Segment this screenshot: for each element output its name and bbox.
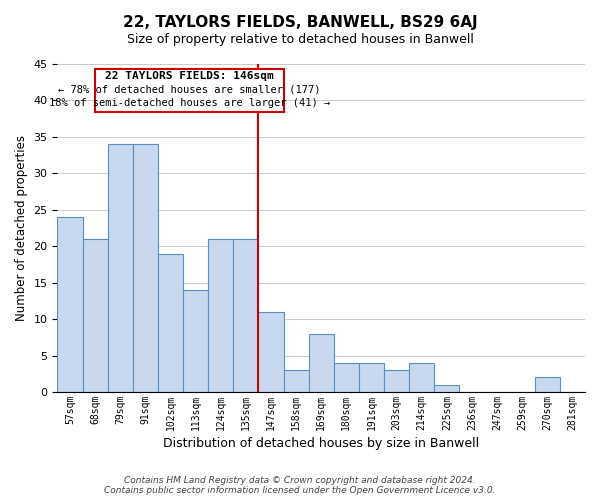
Bar bbox=[208, 239, 233, 392]
Bar bbox=[259, 312, 284, 392]
FancyBboxPatch shape bbox=[95, 69, 284, 112]
Bar bbox=[434, 384, 460, 392]
Bar bbox=[107, 144, 133, 392]
Bar bbox=[233, 239, 259, 392]
Text: Size of property relative to detached houses in Banwell: Size of property relative to detached ho… bbox=[127, 32, 473, 46]
Bar bbox=[308, 334, 334, 392]
Text: 22, TAYLORS FIELDS, BANWELL, BS29 6AJ: 22, TAYLORS FIELDS, BANWELL, BS29 6AJ bbox=[122, 15, 478, 30]
Text: ← 78% of detached houses are smaller (177): ← 78% of detached houses are smaller (17… bbox=[58, 84, 320, 94]
Text: 18% of semi-detached houses are larger (41) →: 18% of semi-detached houses are larger (… bbox=[49, 98, 330, 108]
Bar bbox=[133, 144, 158, 392]
Bar bbox=[183, 290, 208, 392]
Bar bbox=[409, 363, 434, 392]
Bar bbox=[83, 239, 107, 392]
Y-axis label: Number of detached properties: Number of detached properties bbox=[15, 135, 28, 321]
Bar bbox=[284, 370, 308, 392]
Bar bbox=[359, 363, 384, 392]
Bar bbox=[384, 370, 409, 392]
Text: Contains HM Land Registry data © Crown copyright and database right 2024.
Contai: Contains HM Land Registry data © Crown c… bbox=[104, 476, 496, 495]
Bar bbox=[158, 254, 183, 392]
Text: 22 TAYLORS FIELDS: 146sqm: 22 TAYLORS FIELDS: 146sqm bbox=[105, 70, 274, 81]
Bar bbox=[334, 363, 359, 392]
X-axis label: Distribution of detached houses by size in Banwell: Distribution of detached houses by size … bbox=[163, 437, 479, 450]
Bar bbox=[58, 217, 83, 392]
Bar bbox=[535, 378, 560, 392]
